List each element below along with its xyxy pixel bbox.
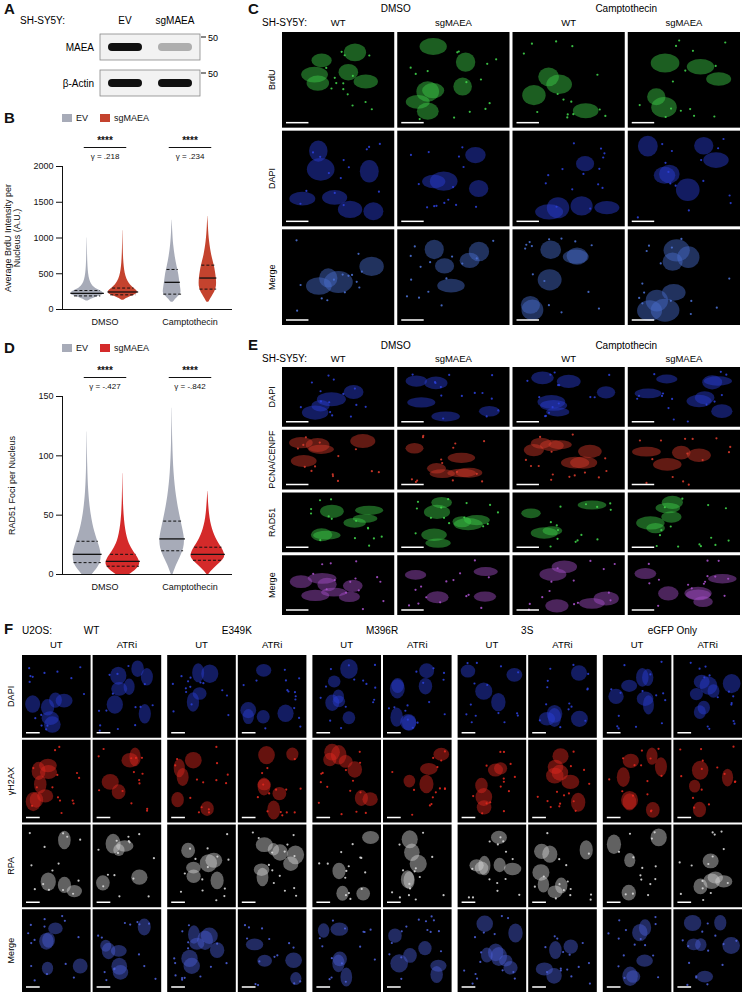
svg-text:BrdU: BrdU xyxy=(267,70,277,91)
svg-text:****: **** xyxy=(97,365,113,376)
svg-text:ATRi: ATRi xyxy=(262,639,282,650)
svg-text:eGFP Only: eGFP Only xyxy=(648,625,697,636)
svg-text:ATRi: ATRi xyxy=(697,639,717,650)
svg-text:RAD51: RAD51 xyxy=(267,508,277,537)
svg-text:DAPI: DAPI xyxy=(6,686,16,707)
svg-text:****: **** xyxy=(182,135,198,146)
svg-text:DAPI: DAPI xyxy=(267,168,277,189)
svg-text:DMSO: DMSO xyxy=(381,340,411,351)
svg-text:2000: 2000 xyxy=(33,161,53,171)
svg-text:WT: WT xyxy=(84,625,100,636)
svg-text:3S: 3S xyxy=(521,625,534,636)
svg-text:150: 150 xyxy=(38,391,53,401)
svg-text:500: 500 xyxy=(38,269,53,279)
svg-text:γ = .218: γ = .218 xyxy=(91,152,120,161)
svg-text:Camptothecin: Camptothecin xyxy=(595,340,657,351)
svg-text:Merge: Merge xyxy=(267,572,277,598)
svg-text:EV: EV xyxy=(118,15,132,26)
svg-text:γ = -.427: γ = -.427 xyxy=(89,382,121,391)
svg-text:DAPI: DAPI xyxy=(267,386,277,407)
svg-text:Merge: Merge xyxy=(267,264,277,290)
svg-text:C: C xyxy=(248,0,259,17)
svg-text:E349K: E349K xyxy=(222,625,252,636)
svg-text:A: A xyxy=(4,0,15,17)
svg-text:γ = .234: γ = .234 xyxy=(176,152,205,161)
svg-text:RAD51 Foci per Nucleus: RAD51 Foci per Nucleus xyxy=(7,435,17,535)
svg-text:ATRi: ATRi xyxy=(117,639,137,650)
svg-text:F: F xyxy=(4,620,13,637)
svg-text:0: 0 xyxy=(48,304,53,314)
svg-text:SH-SY5Y:: SH-SY5Y: xyxy=(262,17,307,28)
svg-text:PCNA/CENPF: PCNA/CENPF xyxy=(267,430,277,489)
svg-text:50: 50 xyxy=(43,510,53,520)
svg-text:D: D xyxy=(4,339,15,356)
svg-text:WT: WT xyxy=(331,17,346,28)
svg-text:Camptothecin: Camptothecin xyxy=(162,582,218,592)
svg-text:****: **** xyxy=(97,135,113,146)
svg-text:γH2AX: γH2AX xyxy=(6,767,16,795)
svg-text:DMSO: DMSO xyxy=(92,582,119,592)
svg-text:DMSO: DMSO xyxy=(381,3,411,14)
svg-text:SH-SY5Y:: SH-SY5Y: xyxy=(20,15,65,26)
svg-text:****: **** xyxy=(182,365,198,376)
svg-text:1000: 1000 xyxy=(33,233,53,243)
svg-text:B: B xyxy=(4,109,15,126)
svg-text:WT: WT xyxy=(561,353,576,364)
svg-text:sgMAEA: sgMAEA xyxy=(665,17,703,28)
svg-text:γ = -.842: γ = -.842 xyxy=(174,382,206,391)
html-text:EV: EV xyxy=(76,113,88,123)
svg-text:1500: 1500 xyxy=(33,197,53,207)
svg-text:WT: WT xyxy=(561,17,576,28)
svg-text:UT: UT xyxy=(340,639,353,650)
svg-text:UT: UT xyxy=(50,639,63,650)
html-text:sgMAEA: sgMAEA xyxy=(114,343,149,353)
svg-text:Average BrdU Intensity perNucl: Average BrdU Intensity perNucleus (A.U.) xyxy=(3,184,22,292)
svg-text:0: 0 xyxy=(48,569,53,579)
svg-text:M396R: M396R xyxy=(366,625,398,636)
svg-text:SH-SY5Y:: SH-SY5Y: xyxy=(262,353,307,364)
svg-text:sgMAEA: sgMAEA xyxy=(156,15,195,26)
svg-text:RPA: RPA xyxy=(6,857,16,875)
svg-text:50: 50 xyxy=(208,33,218,43)
svg-text:DMSO: DMSO xyxy=(92,317,119,327)
svg-text:sgMAEA: sgMAEA xyxy=(435,353,473,364)
svg-text:sgMAEA: sgMAEA xyxy=(665,353,703,364)
svg-text:50: 50 xyxy=(208,69,218,79)
svg-text:Camptothecin: Camptothecin xyxy=(162,317,218,327)
svg-text:WT: WT xyxy=(331,353,346,364)
svg-text:UT: UT xyxy=(195,639,208,650)
svg-text:UT: UT xyxy=(631,639,644,650)
svg-text:Camptothecin: Camptothecin xyxy=(595,3,657,14)
html-text:sgMAEA: sgMAEA xyxy=(114,113,149,123)
svg-text:U2OS:: U2OS: xyxy=(22,625,52,636)
svg-text:Merge: Merge xyxy=(6,938,16,964)
svg-text:MAEA: MAEA xyxy=(66,42,95,53)
svg-text:UT: UT xyxy=(486,639,499,650)
svg-text:β-Actin: β-Actin xyxy=(63,78,94,89)
html-text:EV: EV xyxy=(76,343,88,353)
svg-text:ATRi: ATRi xyxy=(552,639,572,650)
svg-text:ATRi: ATRi xyxy=(407,639,427,650)
svg-text:E: E xyxy=(248,336,258,353)
svg-text:sgMAEA: sgMAEA xyxy=(435,17,473,28)
svg-text:100: 100 xyxy=(38,451,53,461)
